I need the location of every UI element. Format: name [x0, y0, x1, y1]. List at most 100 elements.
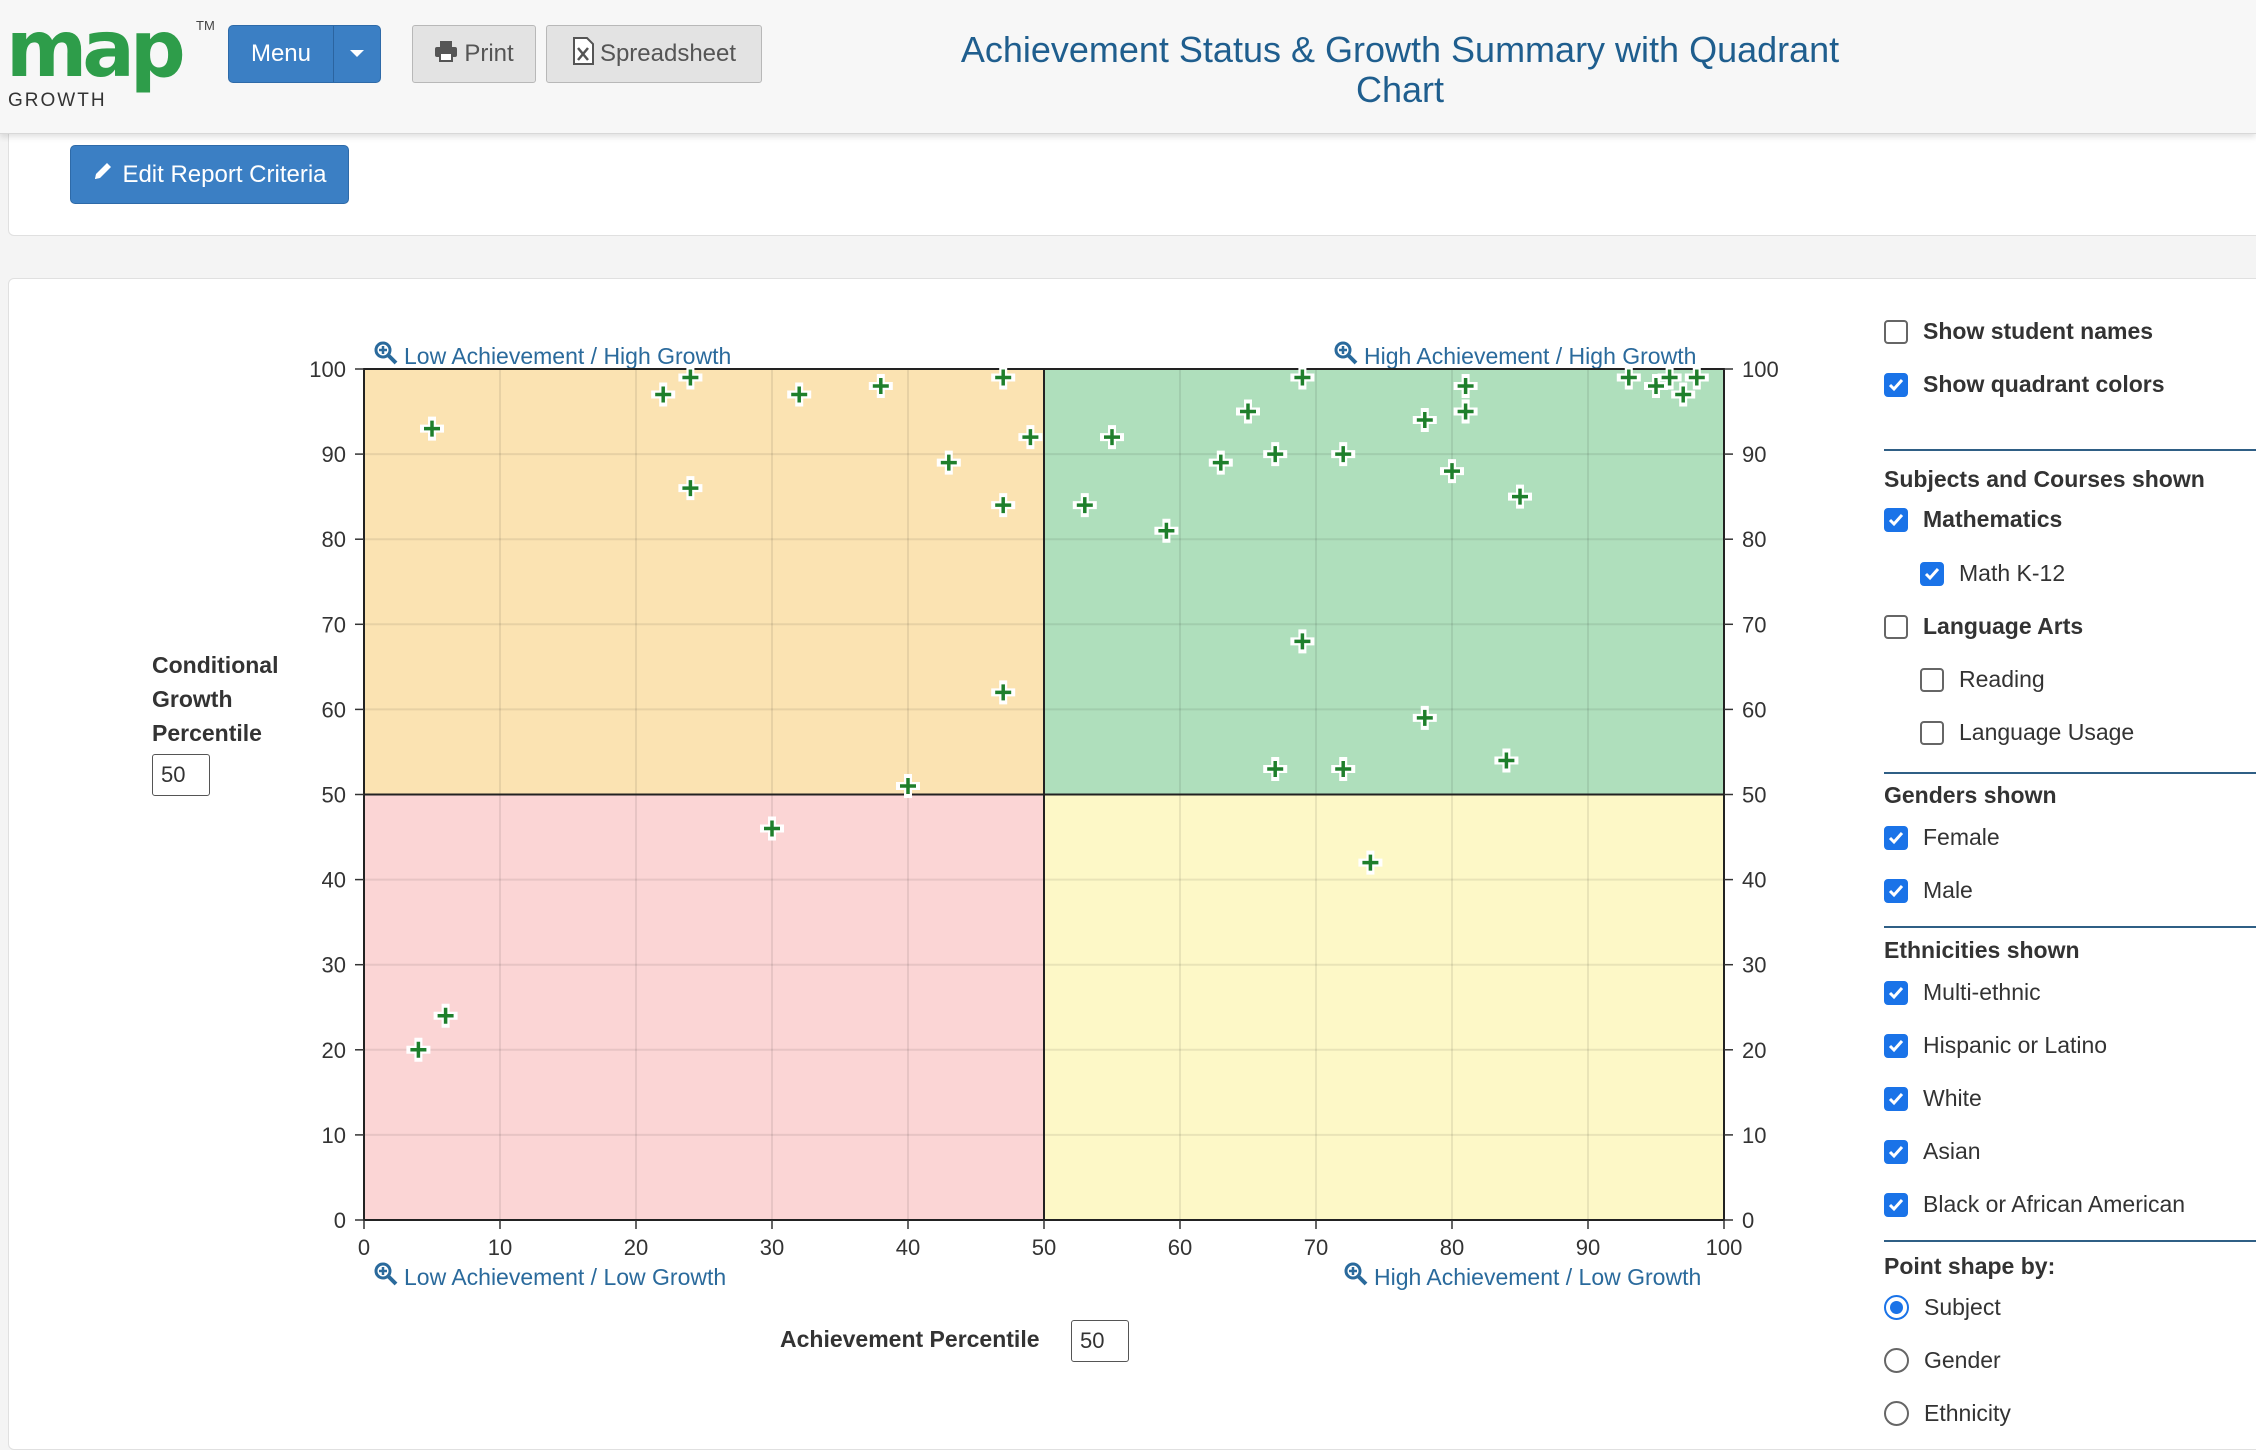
data-point-marker [1294, 633, 1311, 650]
data-point-marker [682, 369, 699, 386]
y-tick-label-right: 90 [1742, 442, 1766, 467]
genders-section-title: Genders shown [1884, 782, 2057, 808]
data-point-marker [1022, 429, 1039, 446]
asian-label: Asian [1923, 1138, 1981, 1164]
mathematics-checkbox[interactable] [1884, 507, 1908, 532]
y-tick-label: 60 [322, 697, 346, 722]
edit-report-criteria-label: Edit Report Criteria [122, 160, 327, 188]
shape-by-gender-radio[interactable] [1884, 1348, 1909, 1373]
shape-by-ethnicity-radio[interactable] [1884, 1401, 1909, 1426]
shape-by-subject-radio[interactable] [1884, 1295, 1909, 1320]
data-point-marker [1267, 446, 1284, 463]
data-point [1236, 399, 1260, 424]
quadrant-bottom-left [364, 794, 1044, 1220]
language-usage-option[interactable]: Language Usage [1920, 719, 2134, 746]
data-point [1290, 629, 1315, 654]
female-option[interactable]: Female [1884, 824, 2000, 851]
black-checkbox[interactable] [1884, 1192, 1908, 1217]
zoom-high-achievement-high-growth[interactable]: High Achievement / High Growth [1334, 341, 1696, 371]
edit-report-criteria-button[interactable]: Edit Report Criteria [70, 145, 349, 204]
top-bar: map TM GROWTH Menu Print Spreadsheet Ach… [0, 0, 2256, 134]
data-point [991, 680, 1016, 705]
quadrant-label-bottom-left: Low Achievement / Low Growth [404, 1263, 727, 1290]
data-point-marker [1675, 386, 1692, 403]
show-quadrant-colors-checkbox[interactable] [1884, 372, 1908, 397]
show-quadrant-colors-option[interactable]: Show quadrant colors [1884, 371, 2165, 398]
black-option[interactable]: Black or African American [1884, 1191, 2185, 1218]
math-k12-checkbox[interactable] [1920, 561, 1944, 586]
data-point [1508, 484, 1532, 509]
math-k12-option[interactable]: Math K-12 [1920, 560, 2065, 587]
data-point-marker [1416, 709, 1433, 726]
white-option[interactable]: White [1884, 1085, 1982, 1112]
show-student-names-checkbox[interactable] [1884, 319, 1908, 344]
shape-by-subject-label: Subject [1924, 1294, 2001, 1320]
x-tick-label: 60 [1168, 1235, 1192, 1260]
male-checkbox[interactable] [1884, 878, 1908, 903]
zoom-low-achievement-high-growth[interactable]: Low Achievement / High Growth [374, 341, 731, 371]
map-growth-logo[interactable]: map TM GROWTH [6, 5, 215, 111]
language-arts-checkbox[interactable] [1884, 614, 1908, 639]
pencil-icon [92, 160, 114, 189]
data-point [406, 1037, 431, 1062]
hispanic-checkbox[interactable] [1884, 1033, 1908, 1058]
y-tick-label: 80 [322, 527, 346, 552]
print-button[interactable]: Print [412, 25, 536, 83]
male-option[interactable]: Male [1884, 877, 1973, 904]
language-arts-label: Language Arts [1923, 613, 2084, 639]
y-tick-label-right: 20 [1742, 1038, 1766, 1063]
y-tick-label-right: 10 [1742, 1123, 1766, 1148]
data-point [1494, 748, 1519, 773]
female-checkbox[interactable] [1884, 825, 1908, 850]
zoom-low-achievement-low-growth[interactable]: Low Achievement / Low Growth [374, 1262, 726, 1292]
achievement-threshold-input[interactable] [1071, 1320, 1129, 1362]
language-usage-checkbox[interactable] [1920, 720, 1944, 745]
shape-by-ethnicity-label: Ethnicity [1924, 1400, 2011, 1426]
section-divider [1884, 772, 2256, 774]
chevron-down-icon[interactable] [333, 26, 381, 82]
data-point-marker [900, 777, 916, 794]
shape-by-gender-option[interactable]: Gender [1884, 1347, 2001, 1374]
data-point [991, 493, 1016, 518]
spreadsheet-button[interactable]: Spreadsheet [546, 25, 762, 83]
data-point [1263, 756, 1288, 781]
x-tick-label: 40 [896, 1235, 920, 1260]
y-tick-label: 90 [322, 442, 346, 467]
quadrant-top-right [1044, 369, 1724, 795]
shape-by-gender-label: Gender [1924, 1347, 2001, 1373]
y-tick-label-right: 0 [1742, 1208, 1754, 1233]
data-point [1616, 365, 1641, 390]
reading-checkbox[interactable] [1920, 667, 1944, 692]
data-point-marker [1512, 488, 1528, 505]
asian-checkbox[interactable] [1884, 1139, 1908, 1164]
excel-file-icon [572, 36, 594, 72]
x-tick-label: 70 [1304, 1235, 1328, 1260]
male-label: Male [1923, 877, 1973, 903]
shape-by-ethnicity-option[interactable]: Ethnicity [1884, 1400, 2011, 1427]
show-student-names-option[interactable]: Show student names [1884, 318, 2153, 345]
growth-threshold-input[interactable] [152, 754, 210, 796]
white-checkbox[interactable] [1884, 1086, 1908, 1111]
multi-ethnic-option[interactable]: Multi-ethnic [1884, 979, 2041, 1006]
menu-label: Menu [250, 40, 312, 67]
data-point-marker [1362, 854, 1379, 871]
data-point [1453, 399, 1478, 424]
black-label: Black or African American [1923, 1191, 2186, 1217]
multi-ethnic-checkbox[interactable] [1884, 980, 1908, 1005]
data-point-marker [1688, 369, 1705, 386]
y-tick-label: 70 [322, 612, 346, 637]
shape-by-subject-option[interactable]: Subject [1884, 1294, 2001, 1321]
data-point-marker [1212, 454, 1229, 471]
y-tick-label: 50 [322, 783, 346, 808]
reading-option[interactable]: Reading [1920, 666, 2045, 693]
mathematics-option[interactable]: Mathematics [1884, 506, 2062, 533]
hispanic-option[interactable]: Hispanic or Latino [1884, 1032, 2107, 1059]
data-point-marker [872, 378, 889, 395]
print-label: Print [464, 40, 514, 67]
menu-button[interactable]: Menu [228, 25, 381, 83]
zoom-high-achievement-low-growth[interactable]: High Achievement / Low Growth [1344, 1262, 1701, 1292]
data-point-marker [1240, 403, 1256, 420]
asian-option[interactable]: Asian [1884, 1138, 1981, 1165]
logo-wordmark: map [6, 5, 186, 95]
language-arts-option[interactable]: Language Arts [1884, 613, 2083, 640]
